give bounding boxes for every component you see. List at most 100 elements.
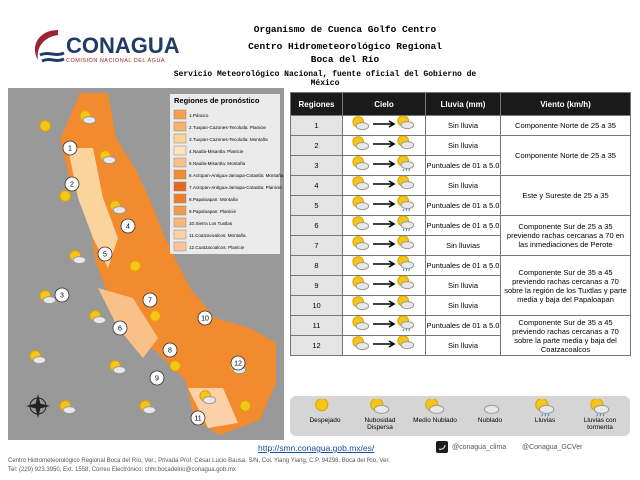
- region-shape: [98, 288, 158, 358]
- rain-drop: [408, 328, 410, 332]
- cloud: [355, 202, 370, 211]
- region-marker: [162, 342, 178, 358]
- column-header: Viento (km/h): [500, 92, 631, 116]
- region-number: 7: [148, 298, 152, 305]
- legend-swatch: [173, 133, 187, 144]
- legend-label: Lluvias con tormenta: [583, 417, 617, 431]
- wind-cell: Componente Norte de 25 a 35: [500, 115, 631, 136]
- rain-drop: [544, 413, 547, 417]
- rain-drop: [547, 413, 550, 417]
- region-cell: 5: [290, 195, 343, 216]
- region-marker: [62, 140, 78, 156]
- org-title: Organismo de Cuenca Golfo Centro: [253, 24, 437, 35]
- arrow: [373, 160, 396, 168]
- cloud: [355, 262, 370, 271]
- wind-cell: Componente Sur de 35 a 45 previendo rach…: [500, 255, 631, 316]
- sky-cell: [342, 255, 426, 276]
- cloud: [112, 366, 127, 375]
- arrow: [373, 140, 396, 148]
- cloud: [400, 181, 415, 190]
- map-legend: [170, 94, 280, 254]
- rain-drop: [405, 328, 408, 332]
- sky-icons: [352, 275, 415, 291]
- rain-drop: [408, 228, 410, 232]
- region-cell: 7: [290, 235, 343, 256]
- center-title: Centro Hidrometeorológico Regional: [248, 41, 442, 52]
- legend-label: 9.Papaloapan: Planicie: [189, 209, 236, 214]
- sun: [149, 310, 162, 322]
- legend-icon: [483, 404, 500, 414]
- sun: [169, 360, 182, 372]
- region-cell: 3: [290, 155, 343, 176]
- column-header: Cielo: [342, 92, 426, 116]
- region-number: 12: [234, 361, 242, 368]
- rain-drop: [599, 413, 602, 417]
- legend-icon: [370, 399, 390, 414]
- rain-drop: [408, 168, 410, 172]
- cloud: [355, 302, 370, 311]
- sky-cell: [342, 195, 426, 216]
- legend-label: 3.Tuxpan-Cazones-Tecolutla: Montaña: [189, 137, 268, 142]
- cloud: [400, 301, 415, 310]
- table-row: 11 Puntuales de 01 a 5.0 Componente Sur de…: [290, 315, 631, 356]
- rain-cell: Puntuales de 01 a 5.0: [425, 155, 501, 176]
- state-shape: [60, 93, 276, 435]
- cloud: [355, 142, 370, 151]
- table-row: 12 Sin lluvia: [290, 335, 631, 356]
- sun: [239, 400, 252, 412]
- cloud: [62, 406, 77, 415]
- url-link[interactable]: http://smn.conagua.gob.mx/es/: [258, 443, 375, 453]
- cloud: [400, 121, 415, 130]
- sun: [315, 399, 329, 412]
- region-number: 8: [168, 348, 172, 355]
- sun: [129, 260, 142, 272]
- region-cell: 9: [290, 275, 343, 296]
- rain-drop: [541, 413, 544, 417]
- legend-swatch: [173, 157, 187, 168]
- arrow: [373, 220, 396, 228]
- map-legend-title: Regiones de pronóstico: [174, 96, 260, 105]
- rain-cell: Sin lluvia: [425, 335, 501, 356]
- sky-icons: [352, 295, 415, 311]
- region-cell: 6: [290, 215, 343, 236]
- cloud: [355, 222, 370, 231]
- cloud: [400, 201, 415, 210]
- map: Regiones de pronóstico 1.Pánuco 2.Tuxpan-…: [8, 88, 284, 440]
- rain-drop: [408, 208, 410, 212]
- region-number: 2: [70, 182, 74, 189]
- cloud: [593, 404, 610, 414]
- arrow: [373, 180, 396, 188]
- logo-text: CONAGUA: [66, 33, 180, 58]
- sky-cell: [342, 115, 426, 136]
- rain-drop: [405, 208, 408, 212]
- legend-label: 2.Tuxpan-Cazones-Tecolutla: Planicie: [189, 125, 266, 130]
- arrow: [373, 260, 396, 268]
- rain-drop: [408, 268, 410, 272]
- arrow: [373, 300, 396, 308]
- legend-label: 11.Coatzacoalcos: Montaña: [189, 233, 246, 238]
- region-marker: [197, 310, 213, 326]
- legend-swatch: [173, 229, 187, 240]
- rain-cell: Puntuales de 01 a 5.0: [425, 315, 501, 336]
- table-row: 2 Sin lluvia Componente Norte de 25 a 35: [290, 135, 631, 176]
- service-title: Servicio Meteorológico Nacional, fuente …: [173, 70, 477, 88]
- region-number: 10: [201, 316, 209, 323]
- region-cell: 8: [290, 255, 343, 276]
- rain-drop: [405, 228, 408, 232]
- cloud: [355, 342, 370, 351]
- rain-cell: Puntuales de 01 a 5.0: [425, 255, 501, 276]
- legend-swatch: [173, 193, 187, 204]
- sky-cell: [342, 235, 426, 256]
- cloud: [373, 404, 390, 414]
- legend-label: 6.Actopan-Antigua-Jamapa-Cotaxtla: Monta…: [189, 173, 284, 178]
- table-row: 7 Sin lluvias: [290, 235, 631, 256]
- table-row: 8 Puntuales de 01 a 5.0 Componente Sur de …: [290, 255, 631, 316]
- table-row: 10 Sin lluvia: [290, 295, 631, 316]
- region-marker: [54, 287, 70, 303]
- cloud: [483, 404, 500, 414]
- region-shape: [68, 148, 118, 268]
- cloud: [400, 281, 415, 290]
- region-cell: 4: [290, 175, 343, 196]
- sky-cell: [342, 215, 426, 236]
- legend-label: Despejado: [309, 417, 341, 424]
